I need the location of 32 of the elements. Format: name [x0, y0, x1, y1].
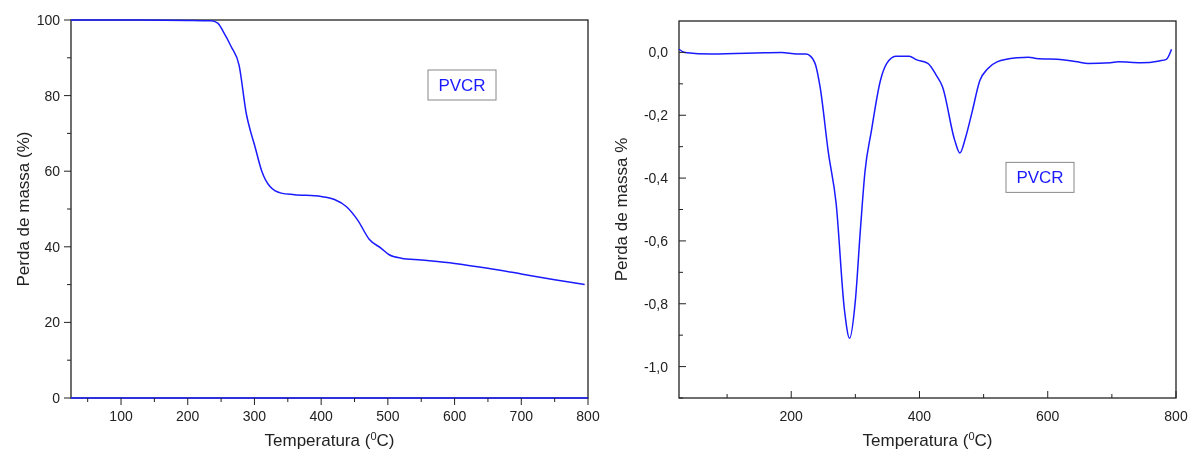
x-tick-label: 800: [1164, 408, 1188, 424]
x-tick-label: 400: [907, 408, 932, 424]
x-tick-label: 700: [509, 408, 534, 424]
y-tick-label: -0,4: [643, 170, 669, 187]
y-tick-label: 20: [44, 314, 61, 331]
y-axis-title: Perda de massa (%): [14, 131, 33, 287]
x-tick-label: 500: [376, 408, 400, 424]
x-tick-label: 200: [779, 408, 804, 424]
x-tick-label: 600: [442, 408, 467, 424]
line-series: [678, 48, 1173, 340]
text: PVCR: [438, 76, 486, 95]
y-tick-label: -0,8: [643, 295, 669, 312]
text: PVCR: [1016, 168, 1064, 188]
x-tick-label: 300: [242, 408, 267, 424]
y-tick-label: 100: [36, 12, 61, 28]
x-tick-label: 200: [176, 408, 200, 424]
x-axis-title: Temperatura ($^{0}$C): [264, 430, 395, 450]
y-tick-label: 80: [44, 87, 61, 104]
y-tick-label: -1,0: [643, 358, 669, 375]
x-tick-label: 100: [109, 408, 133, 424]
x-tick-label: 800: [576, 408, 600, 424]
y-axis-title: Perda de massa %: [612, 137, 631, 282]
line-series: [70, 19, 586, 286]
y-tick-label: 0,0: [648, 44, 669, 61]
x-tick-label: 600: [1036, 408, 1060, 424]
x-tick-label: 400: [309, 408, 334, 424]
y-tick-label: -0,6: [643, 232, 669, 249]
y-tick-label: 60: [44, 163, 61, 180]
x-axis-title: Temperatura ($^{0}$C): [862, 430, 993, 450]
y-tick-label: 0: [52, 390, 61, 406]
y-tick-label: -0,2: [643, 107, 669, 124]
y-tick-label: 40: [44, 238, 61, 255]
